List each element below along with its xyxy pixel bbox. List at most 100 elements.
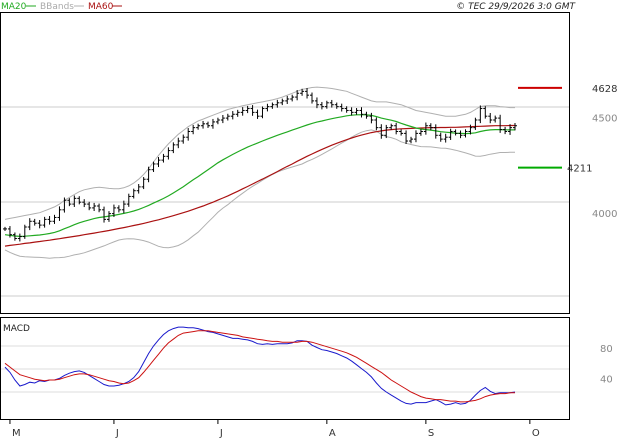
price-bar	[409, 136, 414, 144]
x-month-label: J	[115, 428, 119, 439]
price-bar	[418, 129, 423, 136]
resistance-label: 4628	[592, 84, 617, 95]
macd-tick-label: 80	[600, 344, 613, 355]
bband-upper-line	[4, 86, 515, 220]
macd-signal-line	[4, 330, 515, 403]
price-bar	[27, 218, 32, 231]
price-bar	[413, 130, 418, 143]
price-bar	[285, 95, 290, 104]
price-bar	[12, 232, 17, 241]
price-bar	[92, 202, 97, 211]
price-bar	[156, 157, 161, 168]
price-bar	[364, 111, 369, 119]
price-bar	[201, 120, 206, 129]
price-bar	[314, 97, 319, 109]
price-bar	[339, 103, 344, 112]
price-bar	[453, 129, 458, 136]
price-bar	[270, 102, 275, 109]
price-bar	[111, 204, 116, 217]
price-bar	[106, 211, 111, 222]
price-bar	[309, 92, 314, 104]
ma60-line	[4, 124, 515, 247]
price-bar	[423, 122, 428, 135]
price-bar	[389, 123, 394, 130]
price-bar	[473, 117, 478, 130]
price-bar	[235, 109, 240, 117]
x-month-label: O	[532, 428, 540, 439]
price-bar	[374, 117, 379, 131]
price-bar	[503, 126, 508, 135]
price-bar	[126, 193, 131, 207]
legend-ma60-label: MA60	[88, 2, 114, 12]
price-bar	[3, 226, 7, 231]
ma20-line	[4, 114, 515, 238]
price-bar	[7, 226, 12, 238]
price-bar	[32, 218, 37, 226]
price-bar	[181, 134, 186, 144]
macd-axis-layer: 80 40	[600, 344, 613, 385]
price-bar	[240, 107, 245, 116]
price-bar	[498, 114, 503, 133]
price-bar	[319, 101, 324, 110]
price-bar	[196, 123, 201, 130]
price-bar	[300, 88, 305, 96]
price-bar	[458, 130, 463, 139]
price-bar	[206, 121, 211, 128]
price-bar	[260, 106, 265, 119]
price-bar	[116, 205, 121, 213]
price-bar	[275, 99, 280, 108]
copyright-text: © TEC 29/9/2026 3:0 GMT	[456, 2, 576, 12]
price-bar	[428, 123, 433, 131]
price-bar	[438, 132, 443, 142]
price-bar	[463, 129, 468, 138]
price-bar	[359, 107, 364, 118]
price-bar	[384, 124, 389, 139]
price-bar	[290, 94, 295, 102]
price-bar	[399, 129, 404, 136]
price-bar	[468, 124, 473, 135]
price-bar	[488, 112, 493, 124]
price-bar	[245, 105, 250, 114]
price-bar	[97, 203, 102, 213]
price-bar	[161, 153, 166, 163]
price-bar	[433, 124, 438, 139]
macd-line	[4, 326, 516, 406]
price-bar	[329, 99, 334, 108]
price-bar	[230, 111, 235, 120]
price-bar	[22, 224, 27, 239]
price-bar	[483, 106, 488, 119]
price-bar	[344, 106, 349, 113]
price-bar	[324, 100, 329, 109]
price-bar	[478, 105, 483, 124]
price-bar	[67, 198, 72, 207]
price-bar	[47, 216, 52, 225]
x-month-label: S	[428, 428, 434, 439]
macd-lines-layer	[4, 326, 516, 406]
legend-bbands-label: BBands	[40, 2, 74, 12]
price-bar	[220, 115, 225, 124]
macd-title: MACD	[3, 324, 30, 334]
legend-ma20-label: MA20	[1, 2, 27, 12]
price-bar	[513, 122, 517, 131]
price-bar	[72, 195, 77, 207]
price-bar	[349, 107, 354, 116]
x-month-label: A	[329, 428, 336, 439]
price-bar	[131, 188, 136, 199]
price-tick-label: 4000	[592, 209, 617, 220]
price-bar	[166, 147, 171, 160]
price-gridlines	[1, 106, 569, 297]
x-month-label: M	[12, 428, 21, 439]
price-bar	[121, 200, 126, 214]
price-bar	[265, 103, 270, 112]
price-bar	[255, 109, 260, 119]
price-bar	[82, 199, 87, 208]
price-bar	[443, 133, 448, 143]
price-bar	[62, 197, 67, 213]
x-month-label: J	[219, 428, 223, 439]
price-panel-frame	[0, 12, 570, 314]
price-bar	[146, 166, 151, 183]
price-bar	[508, 124, 513, 135]
price-bar	[171, 142, 176, 154]
